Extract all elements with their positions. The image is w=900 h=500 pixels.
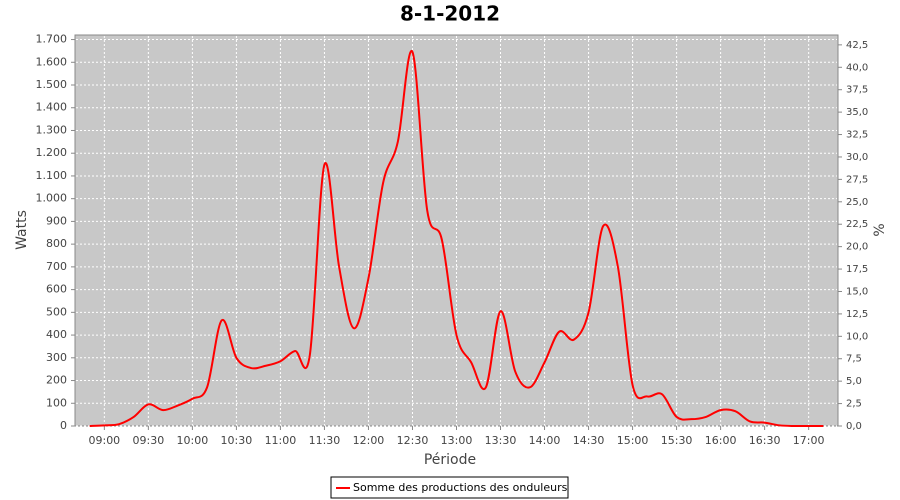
y2-tick-label: 30,0 (846, 152, 868, 163)
x-tick-label: 13:30 (485, 434, 517, 447)
y2-tick-label: 0,0 (846, 421, 862, 432)
x-tick-label: 09:30 (133, 434, 165, 447)
y2-tick-label: 40,0 (846, 62, 868, 73)
y-tick-label: 900 (46, 214, 67, 227)
y-tick-label: 0 (60, 419, 67, 432)
x-tick-label: 15:00 (617, 434, 649, 447)
y-tick-label: 200 (46, 374, 67, 387)
x-tick-label: 12:30 (397, 434, 429, 447)
series-line (89, 50, 824, 428)
y-axis-label: Watts (14, 210, 30, 250)
y-tick-label: 1.700 (36, 33, 68, 46)
x-tick-label: 09:00 (88, 434, 120, 447)
y2-tick-label: 2,5 (846, 399, 862, 410)
x-tick-label: 14:00 (529, 434, 561, 447)
x-tick-label: 14:30 (573, 434, 605, 447)
y-tick-label: 1.300 (36, 123, 68, 136)
y-tick-label: 500 (46, 305, 67, 318)
x-tick-label: 15:30 (661, 434, 693, 447)
y2-tick-label: 7,5 (846, 354, 862, 365)
chart-title: 8-1-2012 (400, 2, 500, 26)
y-tick-label: 1.100 (36, 169, 68, 182)
y-tick-label: 700 (46, 260, 67, 273)
x-tick-label: 16:00 (705, 434, 737, 447)
x-tick-label: 11:30 (309, 434, 341, 447)
y2-tick-label: 32,5 (846, 130, 868, 141)
y-tick-label: 1.000 (36, 192, 68, 205)
legend-box (330, 476, 569, 499)
y2-tick-label: 42,5 (846, 40, 868, 51)
y-tick-label: 1.500 (36, 78, 68, 91)
x-tick-label: 17:00 (793, 434, 825, 447)
y2-tick-label: 37,5 (846, 85, 868, 96)
x-tick-label: 12:00 (353, 434, 385, 447)
y2-tick-label: 27,5 (846, 174, 868, 185)
y2-tick-label: 15,0 (846, 286, 868, 297)
x-tick-label: 11:00 (265, 434, 297, 447)
x-axis-label: Période (424, 452, 476, 468)
y-tick-label: 800 (46, 237, 67, 250)
x-tick-label: 10:30 (221, 434, 253, 447)
y-tick-label: 1.200 (36, 146, 68, 159)
y-tick-label: 1.600 (36, 55, 68, 68)
y-tick-label: 1.400 (36, 101, 68, 114)
y2-axis-label: % (872, 223, 888, 236)
x-tick-label: 13:00 (441, 434, 473, 447)
y2-tick-label: 17,5 (846, 264, 868, 275)
x-tick-label: 10:00 (177, 434, 209, 447)
y2-tick-label: 20,0 (846, 242, 868, 253)
y2-tick-label: 10,0 (846, 331, 868, 342)
y2-tick-label: 35,0 (846, 107, 868, 118)
x-tick-label: 16:30 (749, 434, 781, 447)
y2-tick-label: 25,0 (846, 197, 868, 208)
y2-tick-label: 12,5 (846, 309, 868, 320)
y-tick-label: 100 (46, 396, 67, 409)
legend-label: Somme des productions des onduleurs (353, 481, 568, 494)
y2-tick-label: 5,0 (846, 376, 862, 387)
y2-tick-label: 22,5 (846, 219, 868, 230)
y-tick-label: 400 (46, 328, 67, 341)
y-tick-label: 600 (46, 283, 67, 296)
y-tick-label: 300 (46, 351, 67, 364)
